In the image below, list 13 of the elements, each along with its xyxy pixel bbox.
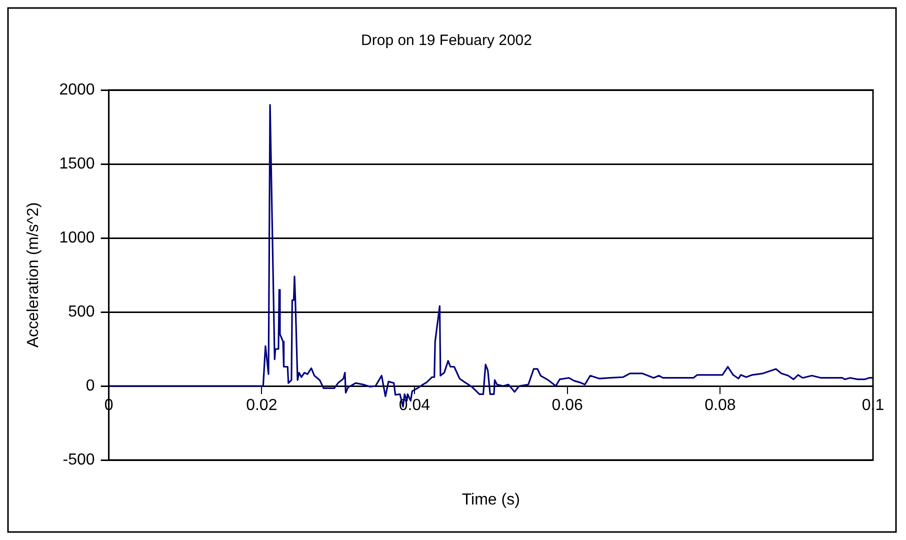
x-tick-label: 0.04	[398, 397, 430, 414]
x-tick-label: 0.08	[704, 397, 736, 414]
y-tick-label: -500	[62, 451, 95, 468]
x-axis-title: Time (s)	[462, 491, 520, 508]
x-tick-label: 0.06	[552, 397, 583, 414]
chart-title: Drop on 19 Febuary 2002	[361, 32, 532, 50]
y-tick-label: 2000	[59, 81, 95, 98]
y-tick-label: 500	[68, 303, 95, 320]
x-tick-label: 0.02	[246, 397, 278, 414]
y-axis-title: Acceleration (m/s^2)	[25, 202, 42, 348]
y-tick-label: 0	[86, 377, 95, 394]
y-tick-label: 1500	[59, 155, 95, 172]
y-tick-label: 1000	[59, 229, 95, 246]
